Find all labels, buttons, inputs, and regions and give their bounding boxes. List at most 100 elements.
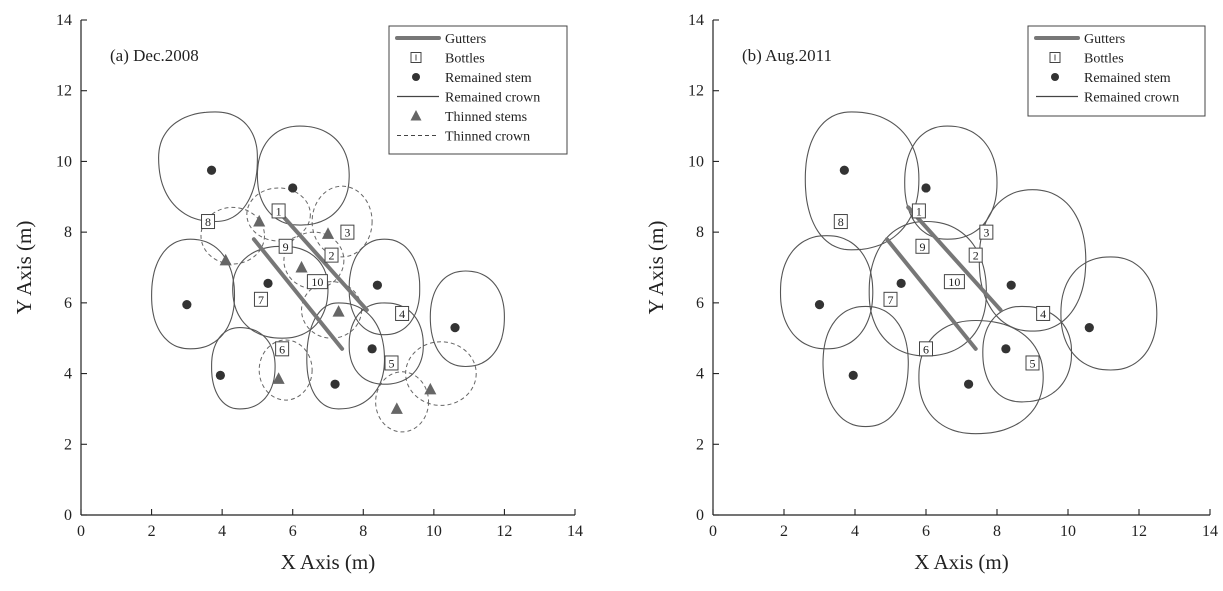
x-tick-label: 10: [426, 523, 442, 540]
bottle-marker: [395, 305, 410, 321]
legend-label: Thinned stems: [445, 110, 527, 125]
y-tick-label: 8: [64, 224, 72, 241]
bottle-label: 6: [923, 342, 929, 356]
remained-stem-marker: [330, 379, 340, 389]
x-tick-label: 2: [780, 523, 788, 540]
thinned-stem-marker: [219, 253, 232, 266]
x-tick-label: 2: [148, 523, 156, 540]
panel-title: (b) Aug.2011: [742, 46, 832, 65]
thinned-stem-marker: [424, 382, 437, 395]
y-tick-label: 10: [688, 153, 704, 170]
y-tick-label: 0: [696, 507, 704, 524]
remained-stem-marker: [896, 278, 906, 289]
legend-label: Gutters: [1084, 32, 1125, 47]
y-axis-title: Y Axis (m): [12, 221, 36, 315]
y-tick-label: 12: [688, 83, 704, 100]
thinned-stem-marker: [321, 227, 335, 239]
gutter-line: [906, 205, 1003, 312]
x-tick-label: 0: [77, 523, 85, 540]
x-tick-label: 0: [709, 523, 717, 540]
bottle-marker: [919, 341, 933, 357]
thinned-stem-marker: [390, 402, 403, 414]
bottle-marker: [1025, 355, 1040, 371]
bottle-label: 8: [838, 215, 844, 229]
bottle-label: 9: [283, 240, 289, 254]
bottle-marker: [968, 247, 983, 263]
y-tick-label: 4: [64, 366, 72, 383]
thinned-stem-marker: [332, 305, 345, 317]
bottle-label: 5: [1030, 356, 1036, 370]
x-tick-label: 10: [1060, 523, 1076, 540]
remained-stem-marker: [372, 280, 382, 290]
legend-label: Remained crown: [445, 91, 540, 106]
bottle-marker: [275, 341, 290, 357]
thinned-crown: [405, 341, 477, 406]
remained-crown: [429, 270, 505, 368]
legend: Gutters Bottles Remained stem Remained crow…: [1027, 25, 1206, 117]
panel-title: (a) Dec.2008: [110, 46, 199, 65]
bottle-marker: [340, 224, 355, 240]
bottle-label: 2: [973, 249, 979, 263]
y-tick-label: 0: [64, 507, 72, 524]
remained-stem-marker: [367, 344, 377, 354]
remained-crown: [158, 111, 258, 223]
x-axis-title: X Axis (m): [281, 550, 376, 574]
thinned-crown: [375, 371, 430, 433]
remained-crown: [779, 235, 874, 350]
y-axis-title: Y Axis (m): [644, 221, 668, 315]
bottle-marker: [883, 291, 898, 307]
gutter-line: [273, 205, 369, 312]
x-tick-label: 6: [922, 523, 930, 540]
bottle-marker: [1036, 305, 1051, 321]
legend-stem-swatch: [1051, 73, 1059, 81]
remained-crown: [978, 189, 1087, 332]
gutter-line: [884, 237, 978, 351]
legend-stem-swatch: [412, 73, 420, 81]
bottle-marker: [943, 274, 965, 290]
legend-label: Bottles: [1084, 52, 1124, 67]
legend-box: [1027, 25, 1206, 117]
bottle-marker: [306, 274, 328, 290]
bottle-marker: [253, 291, 268, 307]
x-tick-label: 8: [993, 523, 1001, 540]
thinned-stem-marker: [253, 214, 266, 227]
remained-crown: [868, 220, 987, 357]
y-tick-label: 6: [696, 295, 704, 312]
gutter-line: [251, 237, 345, 351]
bottle-label: 2: [329, 249, 335, 263]
legend-box: [388, 25, 568, 155]
remained-stem-marker: [839, 165, 849, 175]
thinned-stem-marker: [272, 372, 285, 384]
bottle-marker: [324, 247, 339, 263]
thinned-crown: [200, 206, 265, 265]
x-tick-label: 14: [1202, 523, 1218, 540]
y-tick-label: 14: [56, 12, 72, 29]
remained-stem-marker: [206, 165, 217, 175]
bottle-label: 1: [276, 204, 282, 218]
x-axis-title: X Axis (m): [914, 550, 1009, 574]
y-tick-label: 2: [696, 436, 704, 453]
legend-label: Remained stem: [1084, 71, 1171, 86]
x-tick-label: 4: [851, 523, 859, 540]
bottle-marker: [979, 224, 994, 240]
remained-stem-marker: [215, 370, 225, 380]
remained-crown: [232, 245, 329, 339]
bottle-label: 4: [1040, 307, 1046, 321]
bottle-label: 6: [279, 342, 285, 356]
remained-stem-marker: [182, 300, 192, 310]
legend-label: Thinned crown: [445, 130, 530, 145]
remained-crown: [904, 125, 998, 240]
x-tick-label: 14: [567, 523, 583, 540]
remained-stem-marker: [1001, 344, 1011, 354]
remained-crown: [151, 238, 236, 350]
thinned-crown: [246, 187, 311, 242]
x-tick-label: 8: [359, 523, 367, 540]
thinned-crown: [258, 339, 313, 401]
legend-label: Bottles: [445, 52, 485, 67]
bottle-label: 8: [205, 215, 211, 229]
bottle-marker: [278, 238, 293, 254]
legend-label: Remained stem: [445, 71, 532, 86]
